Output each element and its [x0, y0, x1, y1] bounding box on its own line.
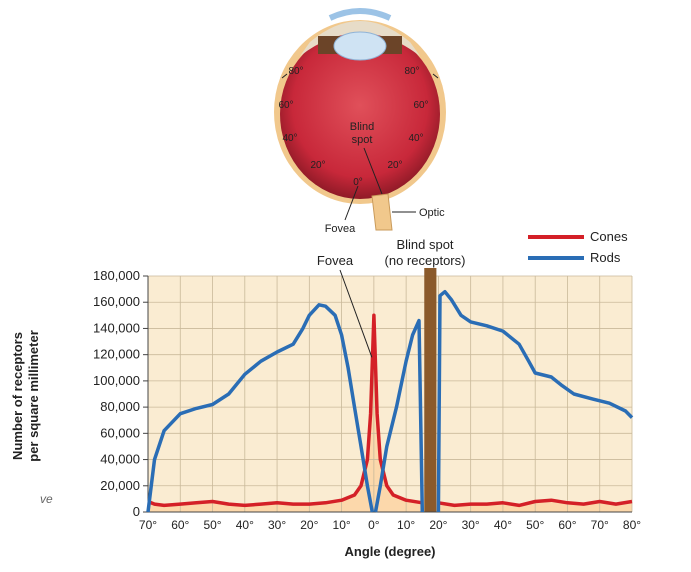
- y-tick-label: 140,000: [93, 320, 140, 335]
- cones-series-line: [438, 498, 633, 508]
- eye-angle-label-left: 20°: [310, 160, 325, 171]
- eye-lens: [333, 31, 387, 61]
- optic-nerve: [371, 193, 393, 231]
- rods-series-line: [146, 303, 375, 513]
- eye-optic-label: Optic: [419, 207, 445, 219]
- rods-series-line: [436, 289, 634, 513]
- fovea-annotation: Fovea: [317, 253, 354, 268]
- x-tick-label: 80°: [623, 518, 641, 532]
- y-tick-label: 60,000: [100, 425, 140, 440]
- eye-angle-label-left: 80°: [288, 66, 303, 77]
- eye-angle-label-right: 60°: [413, 100, 428, 111]
- x-tick-label: 10°: [333, 518, 351, 532]
- blind-spot-pointer: [363, 147, 383, 195]
- x-tick-label: 10°: [397, 518, 415, 532]
- y-tick-label: 120,000: [93, 347, 140, 362]
- cones-series-line: [147, 313, 423, 508]
- eye-angle-label-right: 40°: [408, 133, 423, 144]
- eye-angle-label-left: 40°: [282, 133, 297, 144]
- tick-mark: [432, 73, 439, 79]
- eye-angle-label-left: 60°: [278, 100, 293, 111]
- x-tick-label: 50°: [526, 518, 544, 532]
- x-tick-label: 30°: [462, 518, 480, 532]
- y-tick-label: 180,000: [93, 268, 140, 283]
- blind-spot-annotation-line2: (no receptors): [385, 253, 466, 268]
- x-tick-label: 20°: [429, 518, 447, 532]
- x-tick-label: 40°: [494, 518, 512, 532]
- eye-diagram: [274, 8, 446, 231]
- eye-angle-label-right: 80°: [404, 66, 419, 77]
- y-axis-title-line2: per square millimeter: [26, 330, 41, 462]
- y-axis-title: Number of receptors per square millimete…: [6, 280, 46, 520]
- y-tick-label: 160,000: [93, 294, 140, 309]
- tick-mark: [281, 73, 288, 79]
- y-tick-label: 80,000: [100, 399, 140, 414]
- eye-blind-spot-label-line1: Blind: [350, 121, 374, 133]
- fovea-pointer: [344, 185, 359, 221]
- eye-blind-spot-label-line2: spot: [352, 134, 373, 146]
- eye-fovea-label: Fovea: [325, 223, 356, 235]
- x-tick-label: 50°: [203, 518, 221, 532]
- y-axis-title-line1: Number of receptors: [10, 332, 25, 460]
- eye-retina: [280, 29, 440, 199]
- x-tick-label: 40°: [236, 518, 254, 532]
- eye-angle-label-right: 20°: [387, 160, 402, 171]
- y-tick-label: 100,000: [93, 373, 140, 388]
- x-tick-label: 60°: [171, 518, 189, 532]
- blind-spot-annotation-line1: Blind spot: [396, 237, 453, 252]
- x-tick-label: 70°: [139, 518, 157, 532]
- cropped-text-fragment: ve: [40, 492, 53, 506]
- x-tick-label: 30°: [268, 518, 286, 532]
- blind-spot-band: [424, 268, 437, 512]
- eye-cornea: [328, 8, 392, 21]
- legend-label: Rods: [590, 250, 621, 265]
- x-tick-label: 60°: [558, 518, 576, 532]
- x-axis-title: Angle (degree): [344, 544, 435, 559]
- y-tick-label: 0: [133, 504, 140, 519]
- x-tick-label: 70°: [591, 518, 609, 532]
- plot-background: [148, 276, 632, 512]
- y-tick-label: 40,000: [100, 452, 140, 467]
- y-tick-label: 20,000: [100, 478, 140, 493]
- x-tick-label: 0°: [368, 518, 380, 532]
- rods-series-line: [373, 318, 425, 513]
- eye-cornea-band: [300, 21, 420, 56]
- eye-center-label: 0°: [353, 177, 363, 188]
- legend-label: Cones: [590, 229, 628, 244]
- fovea-annotation-pointer: [339, 269, 373, 358]
- x-tick-label: 20°: [300, 518, 318, 532]
